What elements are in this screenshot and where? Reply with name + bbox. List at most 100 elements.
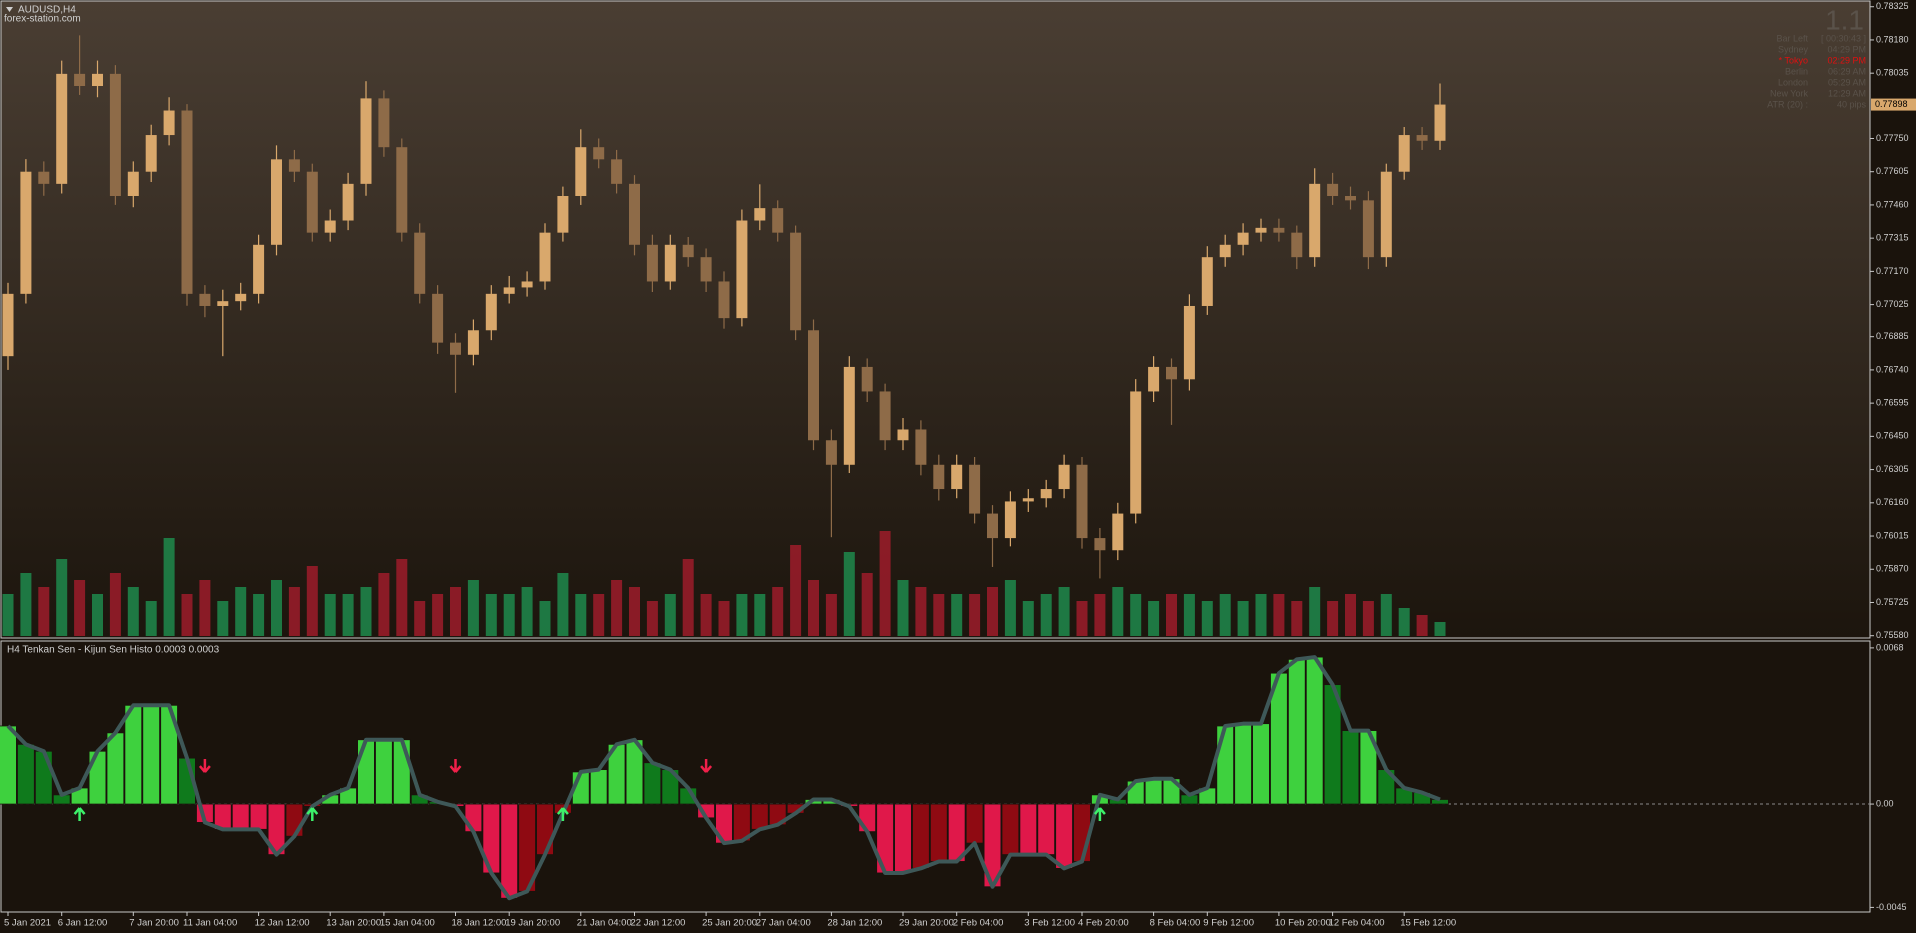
candle-body xyxy=(575,147,587,196)
volume-bar xyxy=(1345,594,1356,636)
candle-body xyxy=(467,330,479,355)
volume-bar xyxy=(1219,594,1231,636)
chart-subtitle: forex-station.com xyxy=(4,14,81,25)
candle-body xyxy=(879,391,891,441)
x-tick-label: 19 Jan 20:00 xyxy=(505,918,560,929)
candle-body xyxy=(790,232,802,331)
volume-bar xyxy=(1380,594,1392,636)
volume-bar xyxy=(1309,587,1321,636)
candle-body xyxy=(92,73,103,87)
candle-body xyxy=(432,293,444,343)
volume-bar xyxy=(521,587,533,636)
volume-bar xyxy=(181,594,193,636)
volume-bar xyxy=(682,559,694,636)
info-value: 06:29 AM xyxy=(1828,66,1866,76)
volume-bar xyxy=(754,594,766,636)
histogram-bar xyxy=(464,803,483,833)
histogram-bar xyxy=(142,704,161,805)
candle-body xyxy=(271,159,282,245)
histogram-bar xyxy=(643,762,662,805)
candle-body xyxy=(1112,513,1124,551)
candle-body xyxy=(933,464,945,490)
candle-body xyxy=(38,171,50,184)
candle-body xyxy=(127,171,139,196)
candle-body xyxy=(235,293,247,302)
info-value: 02:29 PM xyxy=(1827,55,1866,65)
last-price-marker xyxy=(1871,98,1916,111)
version-label: 1.1 xyxy=(1825,4,1864,35)
candle-body xyxy=(360,98,372,184)
volume-bar xyxy=(1237,601,1249,636)
x-tick-label: 12 Feb 04:00 xyxy=(1329,918,1385,929)
candle-body xyxy=(1022,498,1034,502)
histogram-bar xyxy=(124,704,143,805)
info-label: * Tokyo xyxy=(1779,55,1808,65)
histogram-bar xyxy=(930,803,948,862)
x-tick-label: 12 Jan 12:00 xyxy=(255,918,310,929)
histogram-bar xyxy=(0,725,17,805)
info-label: Bar Left xyxy=(1776,33,1808,43)
candle-body xyxy=(557,195,569,233)
x-tick-label: 11 Jan 04:00 xyxy=(183,918,237,929)
x-tick-label: 5 Jan 2021 xyxy=(4,918,51,929)
histogram-bar xyxy=(500,803,518,899)
volume-bar xyxy=(1004,580,1016,636)
y-tick-label: 0.0068 xyxy=(1876,642,1904,652)
volume-bar xyxy=(987,587,998,636)
candle-body xyxy=(521,281,533,288)
info-value: 04:29 PM xyxy=(1827,44,1866,54)
histogram-bar xyxy=(894,803,912,874)
candle-body xyxy=(1362,200,1374,258)
y-tick-label: 0.77315 xyxy=(1876,233,1909,243)
volume-bar xyxy=(897,580,909,636)
histogram-bar xyxy=(1252,723,1270,805)
candle-body xyxy=(915,429,927,465)
volume-bar xyxy=(324,594,336,636)
candle-body xyxy=(1255,227,1267,233)
volume-bar xyxy=(342,594,354,636)
y-tick-label: 0.77750 xyxy=(1876,133,1909,143)
volume-bar xyxy=(861,573,873,636)
buy-arrow xyxy=(73,807,86,822)
candle-body xyxy=(378,98,390,148)
candle-body xyxy=(1219,244,1231,258)
volume-bar xyxy=(1273,594,1285,636)
volume-bar xyxy=(1130,594,1142,636)
histogram-bar xyxy=(392,739,411,805)
candle-body xyxy=(1166,366,1177,380)
sell-arrow xyxy=(198,759,211,773)
candle-body xyxy=(1291,232,1303,258)
candle-body xyxy=(1309,183,1321,258)
volume-bar xyxy=(718,601,730,636)
volume-bar xyxy=(432,594,444,636)
volume-bar xyxy=(1022,601,1034,636)
y-tick-label: 0.75725 xyxy=(1876,597,1909,607)
candle-body xyxy=(629,183,640,245)
volume-bar xyxy=(808,580,819,636)
buy-arrow xyxy=(306,807,319,822)
volume-bar xyxy=(1094,594,1106,636)
y-tick-label: 0.76305 xyxy=(1876,464,1909,474)
histogram-bar xyxy=(965,803,984,844)
candle-body xyxy=(1094,538,1106,551)
volume-bar xyxy=(127,587,139,636)
histogram-bar xyxy=(1305,656,1324,805)
candle-body xyxy=(1237,232,1249,245)
histogram-bar xyxy=(17,743,35,805)
x-tick-label: 3 Feb 12:00 xyxy=(1024,918,1075,929)
x-tick-label: 13 Jan 20:00 xyxy=(326,918,381,929)
volume-bar xyxy=(646,601,658,636)
volume-bar xyxy=(593,594,605,636)
volume-bar xyxy=(539,601,551,636)
candle-body xyxy=(1398,135,1410,172)
symbol-menu-icon[interactable] xyxy=(6,7,13,12)
candle-body xyxy=(861,366,873,392)
histogram-bar xyxy=(1234,723,1252,805)
histogram-bar xyxy=(1055,803,1073,869)
y-tick-label: 0.77605 xyxy=(1876,166,1909,176)
histogram-bar xyxy=(1019,803,1038,855)
y-tick-label: 0.00 xyxy=(1876,798,1894,808)
info-value: 05:29 AM xyxy=(1828,77,1866,87)
y-tick-label: 0.76160 xyxy=(1876,497,1909,507)
